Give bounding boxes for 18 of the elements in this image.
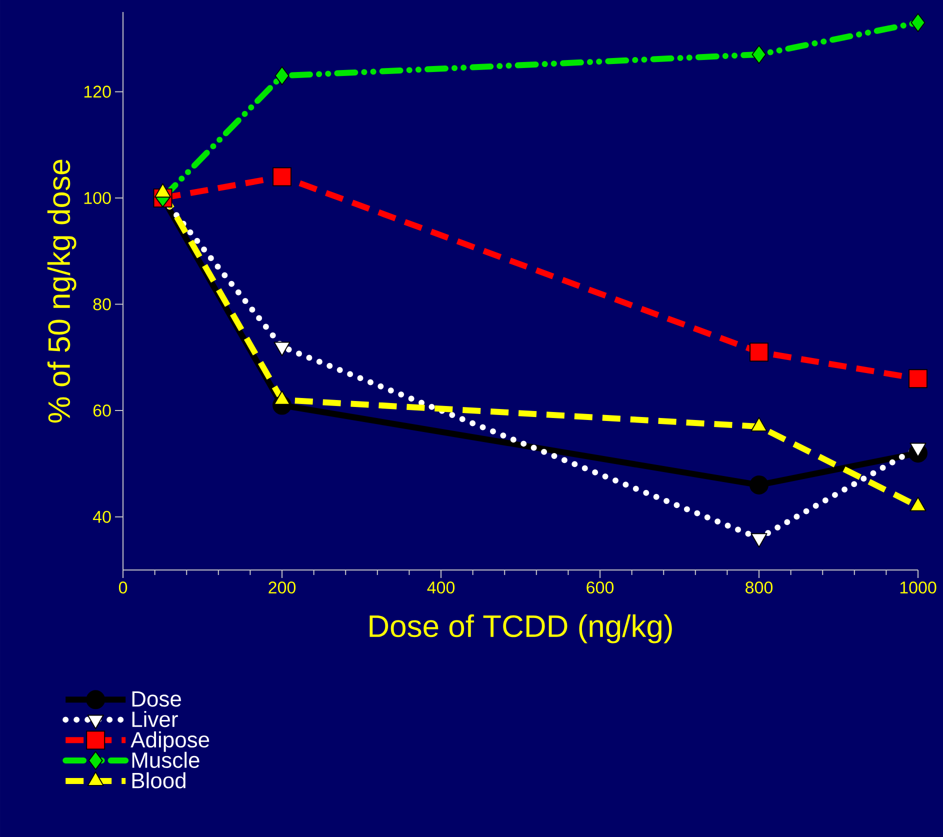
x-tick-label: 1000 [900,582,936,594]
y-tick-label: 40 [92,510,111,523]
y-axis-title: % of 50 ng/kg dose [47,160,76,423]
x-tick-label: 800 [746,582,773,594]
legend-label: Dose [132,691,181,707]
y-tick-label: 120 [84,86,111,98]
x-tick-label: 0 [118,582,128,594]
legend-label: Muscle [132,752,200,768]
legend-label: Blood [132,772,186,788]
x-tick-label: 600 [586,582,614,594]
y-tick-label: 80 [93,298,111,310]
x-tick-label: 400 [427,582,455,594]
x-axis-title: Dose of TCDD (ng/kg) [370,614,672,644]
legend-label: Adipose [130,731,210,752]
y-tick-label: 60 [93,404,111,417]
legend-label: Liver [132,710,178,728]
x-tick-label: 200 [268,582,296,594]
y-tick-label: 100 [84,192,111,204]
